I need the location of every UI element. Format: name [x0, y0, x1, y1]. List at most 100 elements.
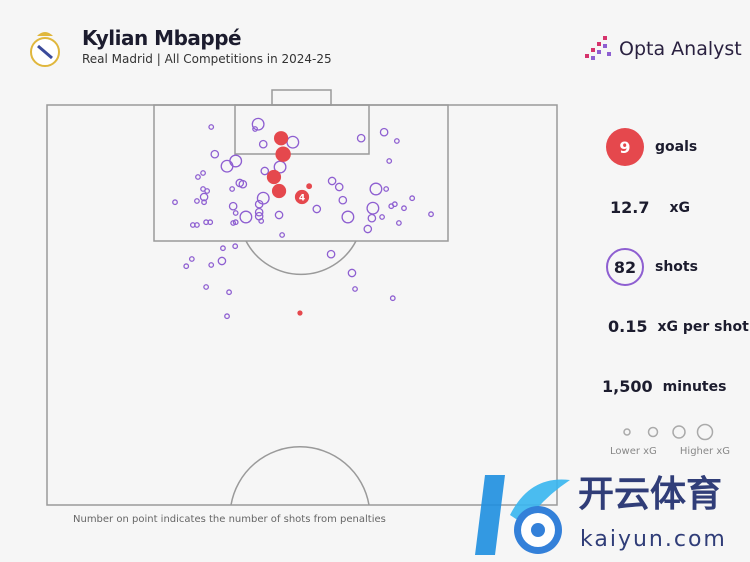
shot-point [369, 182, 383, 196]
shot-point [401, 205, 407, 212]
shot-point [428, 211, 434, 218]
footnote: Number on point indicates the number of … [73, 514, 386, 525]
shot-point [232, 243, 239, 250]
shot-point [393, 138, 400, 144]
shot-point [274, 210, 284, 220]
shot-point [229, 186, 236, 192]
minutes-value: 1,500 [602, 377, 653, 396]
xg-legend-labels: Lower xG Higher xG [610, 446, 730, 458]
shot-point [327, 176, 337, 186]
shot-point [334, 182, 344, 192]
shot-point [220, 159, 234, 173]
shot-point [228, 201, 238, 211]
shot-point [379, 127, 389, 137]
shot-point [207, 219, 214, 226]
shot-point [183, 263, 190, 270]
shot-point [389, 295, 396, 302]
legend-circle-1 [623, 428, 631, 436]
opta-analyst-logo: Opta Analyst [585, 36, 742, 62]
shot-point [232, 210, 239, 216]
pitch-outline [46, 104, 558, 506]
shot-point [208, 262, 215, 268]
page-title: Kylian Mbappé [82, 26, 242, 50]
shot-point [395, 220, 402, 226]
shot-point [252, 126, 258, 132]
shot-point [194, 198, 200, 204]
legend-circle-3 [672, 425, 686, 439]
shot-point [258, 139, 268, 149]
shot-point [230, 220, 237, 226]
shot-point [201, 199, 207, 206]
shots-label: shots [655, 259, 698, 275]
shot-point [356, 133, 366, 143]
shot-point [383, 186, 390, 192]
legend-circle-4 [696, 423, 714, 441]
shot-point [238, 179, 248, 189]
xg-size-legend [623, 423, 714, 441]
shot-point [347, 268, 357, 278]
opta-logo-icon [585, 36, 611, 60]
penalty-count-label: 4 [299, 194, 305, 204]
shot-point [232, 219, 239, 226]
shot-point [199, 192, 209, 202]
stat-goals: 9 goals [600, 128, 697, 166]
page-subtitle: Real Madrid | All Competitions in 2024-2… [82, 52, 332, 66]
center-circle [230, 446, 370, 506]
xg-per-shot-value: 0.15 [608, 317, 648, 336]
kaiyun-logo-icon [475, 475, 570, 555]
shot-point [363, 224, 373, 234]
real-madrid-crest-icon [30, 32, 60, 67]
kaiyun-watermark: 开云体育 kaiyun.com [470, 470, 750, 562]
xg-per-shot-label: xG per shot [657, 318, 749, 335]
goal-point [273, 131, 289, 146]
shot-point [338, 195, 348, 205]
shot-point [341, 210, 355, 224]
shot-point [195, 174, 201, 180]
shot-point [256, 191, 270, 205]
legend-low: Lower xG [610, 446, 657, 457]
stat-xg-per-shot: 0.15 xG per shot [600, 317, 749, 336]
penalty-box [153, 104, 449, 242]
shot-point [226, 289, 232, 296]
shot-point [251, 117, 265, 131]
goal-point [294, 189, 310, 205]
shot-point [203, 284, 210, 290]
shot-point [386, 158, 393, 164]
legend-circle-2 [647, 426, 659, 438]
shot-point [200, 170, 206, 176]
shot-point [188, 256, 195, 262]
shot-point [326, 249, 336, 259]
shot-point [352, 286, 358, 292]
shot-point [210, 149, 220, 159]
shot-point [279, 232, 286, 238]
stat-minutes: 1,500 minutes [600, 377, 726, 396]
xg-value: 12.7 [610, 198, 650, 217]
shot-point [409, 195, 416, 202]
shot-point [391, 201, 398, 208]
shot-point [208, 124, 215, 130]
shot-point [217, 256, 227, 266]
watermark-en: kaiyun.com [580, 527, 727, 552]
shot-point [312, 204, 322, 214]
shot-point [254, 207, 264, 217]
stat-xg: 12.7 xG [600, 198, 690, 217]
brand-name: Opta Analyst [619, 38, 742, 60]
shot-point [194, 222, 200, 228]
legend-high: Higher xG [679, 446, 730, 457]
minutes-label: minutes [662, 378, 727, 395]
goal [271, 89, 332, 106]
shot-point [204, 188, 211, 194]
stat-shots: 82 shots [600, 248, 698, 286]
goals-value: 9 [606, 128, 644, 166]
goal-point [275, 146, 291, 162]
penalty-arc [245, 240, 357, 276]
goal-point [297, 310, 303, 316]
goal-point [271, 183, 287, 199]
shot-point [379, 214, 385, 220]
shot-map: 4 [46, 89, 558, 506]
shot-point [367, 213, 377, 223]
goal-point [266, 169, 282, 185]
shot-point [224, 313, 230, 320]
shot-point [220, 245, 226, 252]
shot-point [258, 218, 265, 224]
